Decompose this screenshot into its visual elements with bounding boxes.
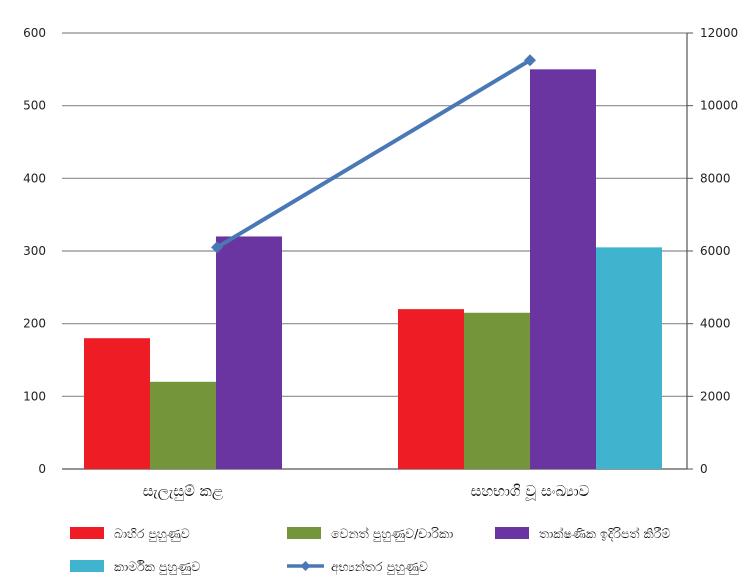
x-category-label: සැලැසුම් කළ (143, 482, 224, 501)
bar (596, 247, 662, 469)
y-right-tick-label: 12000 (700, 26, 738, 40)
line-series-path (215, 58, 532, 250)
legend-swatch (70, 527, 104, 539)
bars (84, 69, 662, 469)
category-labels: සැලැසුම් කළ සහභාගි වූ සංඛ්‍යාව (143, 482, 590, 501)
line-point (211, 241, 223, 254)
y-right-tick-label: 4000 (700, 317, 731, 331)
y-left-tick-label: 400 (23, 171, 46, 185)
legend-label: කාර්මික පුහුණුව (114, 559, 200, 575)
y-left-tick-label: 500 (23, 99, 46, 113)
bar (398, 309, 464, 469)
legend-swatch (495, 527, 529, 539)
legend-label: බාහිර පුහුණුව (114, 526, 190, 542)
legend-swatch (287, 527, 321, 539)
bar (530, 69, 596, 469)
y-left-tick-label: 300 (23, 244, 46, 258)
y-left-tick-label: 0 (38, 462, 46, 476)
legend-label: අභ්‍යන්තර පුහුණුව (331, 559, 428, 575)
line-point (524, 54, 536, 67)
bar (84, 338, 150, 469)
y-right-tick-label: 0 (700, 462, 708, 476)
bar (216, 236, 282, 469)
y-right-tick-label: 2000 (700, 389, 731, 403)
legend-label: තාක්ෂණික ඉදිරිපත් කිරීම් (539, 526, 670, 542)
y-right-tick-label: 8000 (700, 171, 731, 185)
line-series (211, 54, 536, 254)
bar (464, 312, 530, 469)
x-category-label: සහභාගි වූ සංඛ්‍යාව (471, 482, 590, 501)
axes: 0100200300400500600020004000600080001000… (23, 26, 738, 476)
y-left-tick-label: 600 (23, 26, 46, 40)
y-right-tick-label: 6000 (700, 244, 731, 258)
bar (150, 381, 216, 469)
legend-label: වෙනත් පුහුණුව/චාරිකා (331, 526, 453, 542)
legend-swatch-marker (300, 561, 311, 571)
legend: බාහිර පුහුණුව වෙනත් පුහුණුව/චාරිකා තාක්ෂණි… (70, 526, 670, 575)
legend-swatch (70, 560, 104, 572)
y-left-tick-label: 100 (23, 389, 46, 403)
y-right-tick-label: 10000 (700, 99, 738, 113)
y-left-tick-label: 200 (23, 317, 46, 331)
